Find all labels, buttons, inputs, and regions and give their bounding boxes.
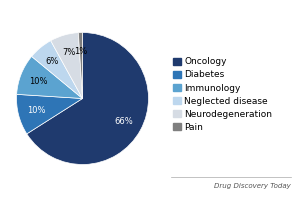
Wedge shape	[32, 41, 83, 98]
Text: 10%: 10%	[27, 106, 46, 115]
Wedge shape	[16, 56, 83, 98]
Wedge shape	[27, 33, 148, 164]
Wedge shape	[51, 33, 82, 98]
Wedge shape	[78, 33, 82, 98]
Text: 7%: 7%	[63, 48, 76, 57]
Text: 66%: 66%	[115, 117, 134, 126]
Text: 1%: 1%	[74, 46, 88, 56]
Legend: Oncology, Diabetes, Immunology, Neglected disease, Neurodegeneration, Pain: Oncology, Diabetes, Immunology, Neglecte…	[172, 57, 273, 133]
Wedge shape	[16, 94, 83, 134]
Text: 6%: 6%	[46, 57, 59, 66]
Text: Drug Discovery Today: Drug Discovery Today	[214, 183, 291, 189]
Text: 10%: 10%	[29, 76, 48, 85]
